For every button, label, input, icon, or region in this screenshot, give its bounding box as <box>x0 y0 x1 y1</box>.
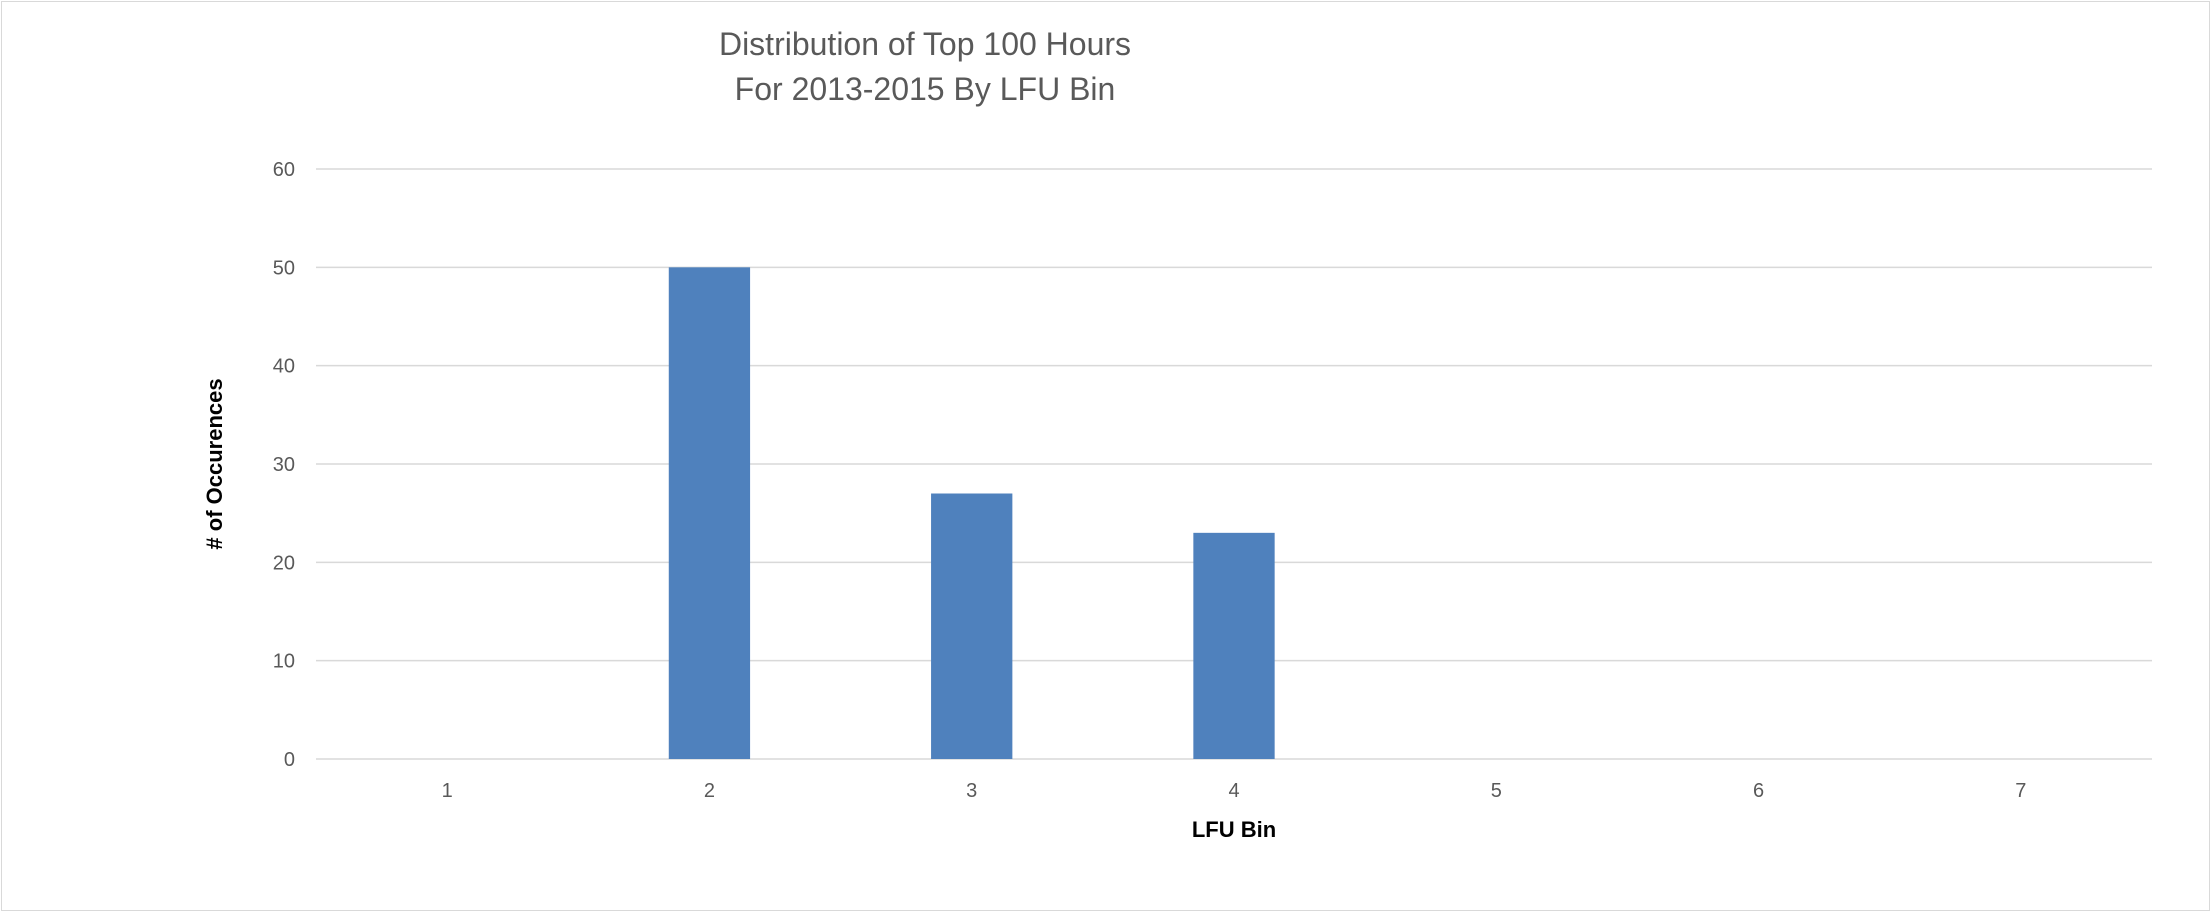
y-axis-title: # of Occurences <box>202 378 227 549</box>
y-tick-label: 40 <box>273 356 295 378</box>
chart-title-line-1: Distribution of Top 100 Hours <box>718 26 1132 62</box>
x-tick-label: 7 <box>2015 780 2026 802</box>
x-axis-ticks: 1 2 3 4 5 6 7 <box>442 780 2027 802</box>
chart-title-line-2: For 2013-2015 By LFU Bin <box>734 71 1116 107</box>
x-axis-title: LFU Bin <box>1192 817 1276 842</box>
x-tick-label: 5 <box>1491 780 1502 802</box>
bar-2 <box>668 267 751 759</box>
y-tick-label: 30 <box>273 454 295 476</box>
y-tick-label: 60 <box>273 159 295 181</box>
x-tick-label: 2 <box>704 780 715 802</box>
y-tick-label: 0 <box>284 749 295 771</box>
y-axis-ticks: 0 10 20 30 40 50 60 <box>273 159 295 771</box>
x-tick-label: 6 <box>1753 780 1764 802</box>
x-tick-label: 3 <box>966 780 977 802</box>
x-tick-label: 1 <box>442 780 453 802</box>
y-tick-label: 10 <box>273 651 295 673</box>
y-tick-label: 50 <box>273 257 295 279</box>
bar-4 <box>1193 532 1275 759</box>
chart-title: Distribution of Top 100 Hours For 2013-2… <box>2 22 1848 112</box>
x-tick-label: 4 <box>1228 780 1239 802</box>
y-tick-label: 20 <box>273 552 295 574</box>
bar-3 <box>931 493 1013 759</box>
bars <box>668 267 1275 759</box>
